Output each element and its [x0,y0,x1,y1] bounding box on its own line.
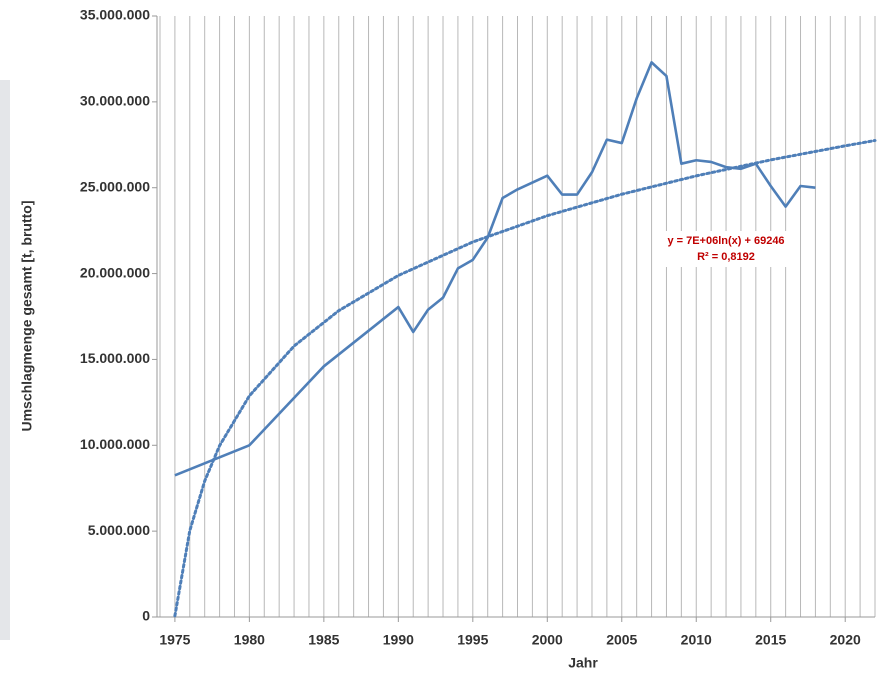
x-tick-label: 2010 [681,632,712,648]
x-tick-label: 1990 [383,632,414,648]
y-tick-label: 30.000.000 [80,93,150,109]
x-tick-label: 2000 [532,632,563,648]
y-tick-label: 35.000.000 [80,7,150,23]
y-tick-label: 0 [142,608,150,624]
y-tick-label: 15.000.000 [80,350,150,366]
y-tick-label: 5.000.000 [88,522,150,538]
y-axis-title: Umschlagmenge gesamt [t, brutto] [19,200,35,431]
trend-line [173,138,877,618]
x-tick-label: 2015 [755,632,786,648]
data-line [174,61,816,477]
x-axis-title: Jahr [568,655,598,671]
x-tick-label: 1985 [308,632,339,648]
annotation: y = 7E+06ln(x) + 69246 [667,235,784,247]
y-tick-label: 10.000.000 [80,436,150,452]
side-panel [0,80,10,640]
x-tick-label: 1975 [159,632,190,648]
y-tick-label: 25.000.000 [80,178,150,194]
x-tick-label: 2020 [830,632,861,648]
y-tick-label: 20.000.000 [80,264,150,280]
annotation-box [655,231,797,267]
annotation: R² = 0,8192 [697,251,755,263]
x-tick-label: 2005 [606,632,637,648]
x-tick-label: 1980 [234,632,265,648]
x-tick-label: 1995 [457,632,488,648]
